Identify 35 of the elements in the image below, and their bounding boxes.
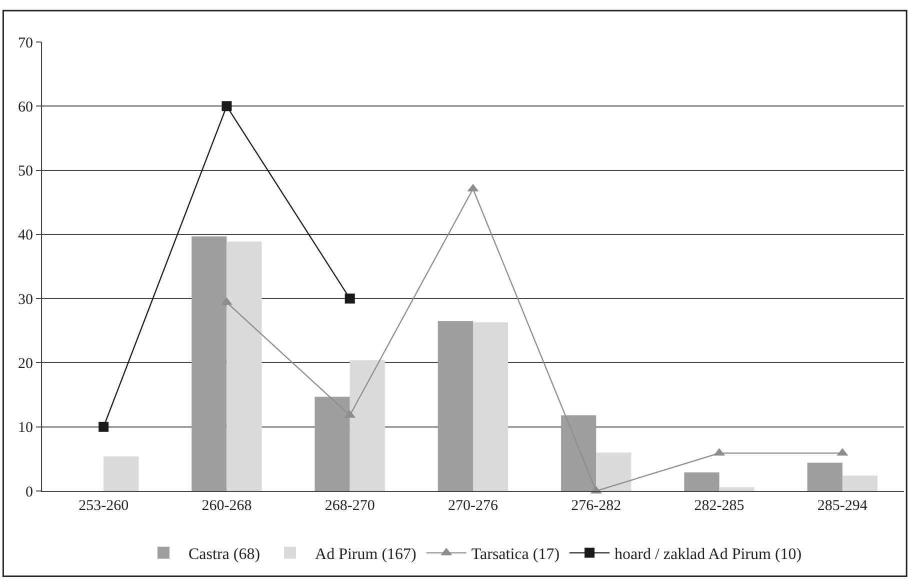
y-tick-label: 0 <box>26 484 33 500</box>
bar <box>842 476 878 491</box>
x-tick-label: 260-268 <box>202 498 252 514</box>
x-tick-label: 276-282 <box>571 498 622 514</box>
point <box>98 422 109 432</box>
bar <box>104 456 139 491</box>
bar <box>561 415 596 491</box>
bar <box>192 236 227 491</box>
y-tick-label: 50 <box>18 164 33 180</box>
x-tick-label: 285-294 <box>817 498 868 514</box>
y-tick-label: 70 <box>18 35 33 52</box>
point <box>344 294 355 304</box>
bar <box>719 487 754 491</box>
bar <box>226 241 262 491</box>
bar <box>314 396 350 491</box>
y-tick-label: 40 <box>18 228 33 244</box>
bar <box>807 462 842 491</box>
point <box>222 101 232 112</box>
x-tick-label: 268-270 <box>324 498 375 514</box>
bar <box>438 321 473 491</box>
bar <box>684 472 720 491</box>
x-tick-label: 282-285 <box>694 498 744 514</box>
bar <box>350 360 385 491</box>
legend-label: Ad Pirum (167) <box>315 546 416 564</box>
y-tick-label: 60 <box>18 99 33 116</box>
x-tick-label: 253-260 <box>78 498 129 514</box>
y-tick-label: 10 <box>18 420 33 436</box>
x-tick-label: 270-276 <box>448 498 498 514</box>
legend-label: Castra (68) <box>188 546 260 564</box>
legend-label: Tarsatica (17) <box>471 546 560 564</box>
bar <box>596 452 632 491</box>
bar <box>473 322 508 491</box>
legend-label: hoard / zaklad Ad Pirum (10) <box>614 546 802 564</box>
y-tick-label: 20 <box>18 356 33 372</box>
y-tick-label: 30 <box>18 292 33 308</box>
